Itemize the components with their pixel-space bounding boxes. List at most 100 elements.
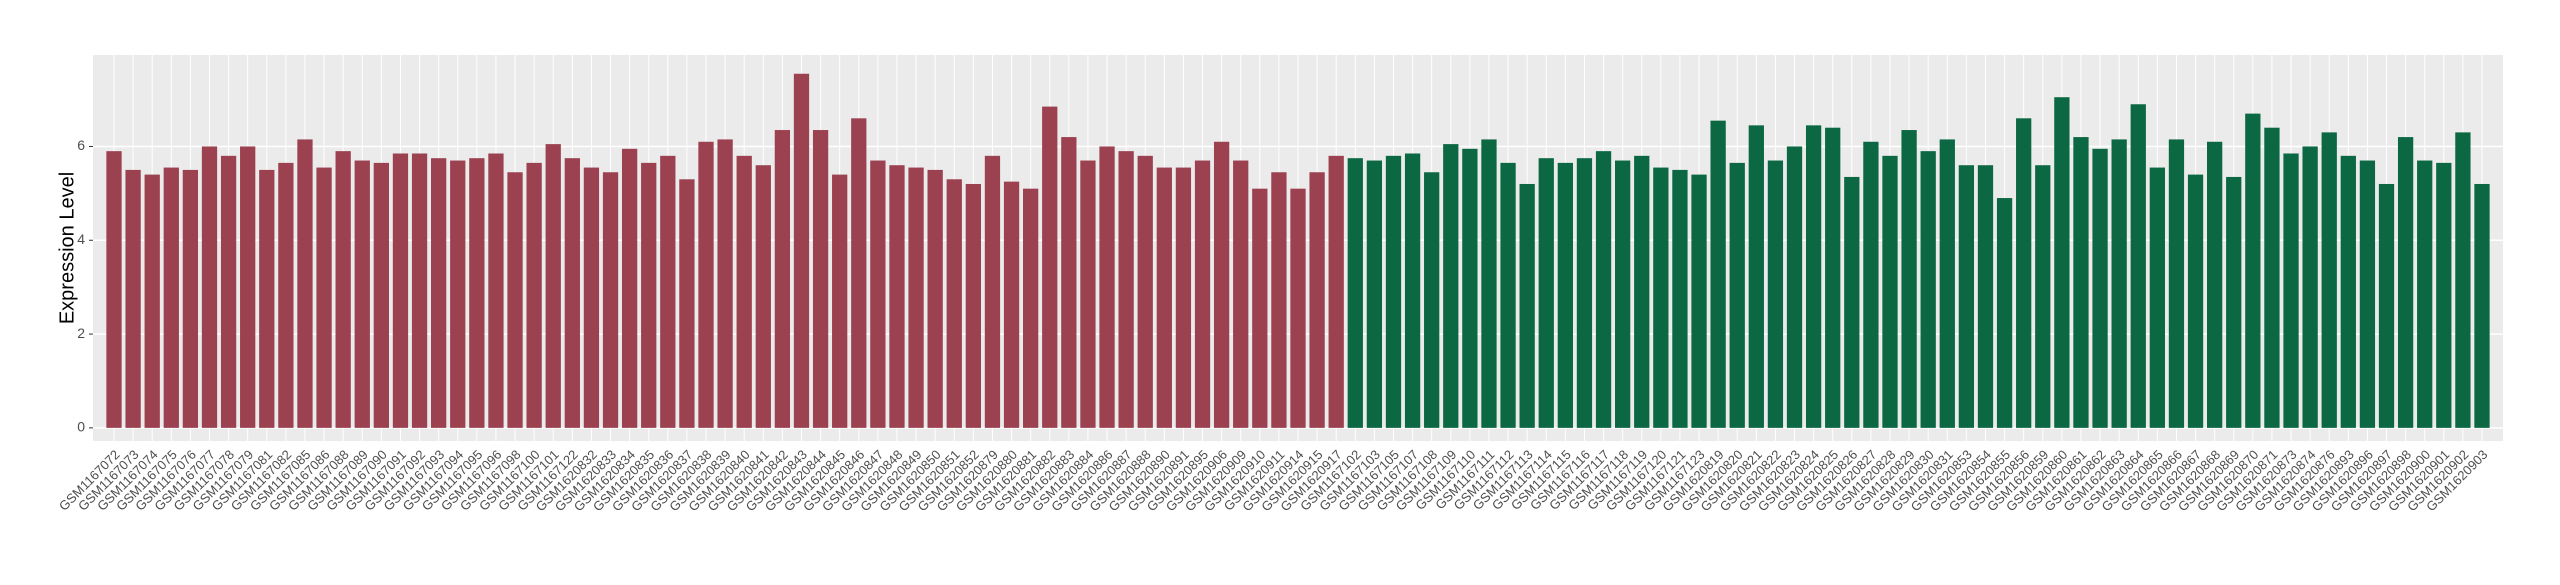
bar (1290, 188, 1306, 428)
bar (1003, 181, 1020, 428)
bar (679, 179, 695, 428)
bar (1634, 155, 1650, 428)
bar (1042, 106, 1058, 428)
bar (373, 162, 389, 428)
bar (2111, 139, 2127, 428)
bar (2283, 153, 2299, 428)
bar (469, 158, 485, 428)
bar (1958, 165, 1975, 428)
bar (1729, 162, 1745, 428)
bar (2035, 165, 2051, 428)
bar (297, 139, 313, 428)
bar (965, 183, 981, 428)
bar (1347, 158, 1363, 428)
bar (354, 160, 370, 428)
bar (621, 148, 638, 428)
bar (1328, 155, 1344, 428)
bar (1996, 198, 2013, 428)
bar (1519, 183, 1535, 428)
bar (1863, 141, 1879, 428)
y-axis-label: Expression Level (56, 172, 78, 324)
bar (1672, 169, 1688, 428)
bar (182, 169, 199, 428)
y-tick-label: 2 (77, 325, 85, 341)
bar (851, 118, 867, 428)
bar (2073, 137, 2089, 428)
bar (2226, 176, 2242, 428)
bar (1366, 160, 1383, 428)
bar (1710, 120, 1726, 428)
bar (545, 144, 561, 428)
bar (1844, 176, 1860, 428)
bar (1080, 160, 1096, 428)
bar (2054, 97, 2070, 428)
bar (1443, 144, 1459, 428)
bar (717, 139, 733, 428)
bar (1233, 160, 1249, 428)
bar (488, 153, 504, 428)
bar (2130, 104, 2146, 428)
bar (144, 174, 160, 428)
bar (507, 172, 523, 428)
bar (1825, 127, 1841, 428)
bar (2474, 183, 2490, 428)
bar (984, 155, 1001, 428)
bar (1882, 155, 1898, 428)
bar (2417, 160, 2433, 428)
bar (2149, 167, 2165, 428)
bar (660, 155, 676, 428)
bar (1653, 167, 1669, 428)
bar (526, 162, 542, 428)
labels: 0246GSM1167072GSM1167073GSM1167074GSM116… (56, 137, 2491, 514)
bar (908, 167, 924, 428)
bar (106, 151, 122, 428)
bar (927, 169, 943, 428)
bar (2378, 183, 2395, 428)
bar (1061, 137, 1077, 428)
bar (201, 146, 218, 428)
bar (1595, 151, 1612, 428)
bar (2168, 139, 2185, 428)
bar (774, 130, 791, 428)
bar (1538, 158, 1554, 428)
y-tick-label: 0 (77, 419, 85, 435)
bar (2436, 162, 2452, 428)
bar (583, 167, 600, 428)
bar (125, 169, 141, 428)
bar (1557, 162, 1573, 428)
bar (2092, 148, 2108, 428)
bars (106, 73, 2490, 428)
bar (1767, 160, 1784, 428)
bar (2455, 132, 2471, 428)
bar (1615, 160, 1631, 428)
bar (220, 155, 237, 428)
bar (2359, 160, 2376, 428)
bar (1252, 188, 1268, 428)
bar (1939, 139, 1955, 428)
bar (698, 141, 714, 428)
bar (793, 73, 810, 428)
bar (889, 165, 905, 428)
bar (1500, 162, 1516, 428)
bar (870, 160, 886, 428)
bar (1194, 160, 1211, 428)
bar (602, 172, 619, 428)
bar (1481, 139, 1497, 428)
bar (316, 167, 332, 428)
bar (2302, 146, 2318, 428)
bar (392, 153, 409, 428)
bar (1137, 155, 1153, 428)
bar (1175, 167, 1192, 428)
bar (641, 162, 657, 428)
bar (278, 162, 294, 428)
bar (1786, 146, 1803, 428)
bar (411, 153, 428, 428)
bar (1977, 165, 1994, 428)
bar (450, 160, 466, 428)
bar (163, 167, 179, 428)
bar (2397, 137, 2414, 428)
bar (1118, 151, 1134, 428)
bar (1385, 155, 1402, 428)
y-tick-label: 4 (77, 231, 85, 247)
